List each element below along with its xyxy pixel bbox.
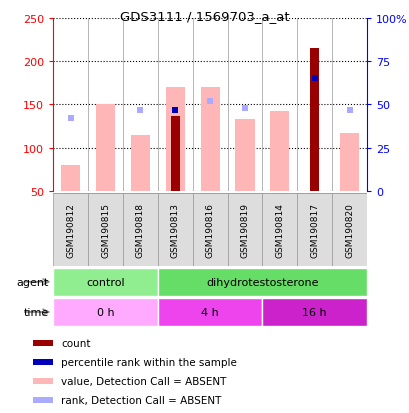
Bar [88, 194, 123, 266]
Bar [53, 194, 88, 266]
Text: GSM190815: GSM190815 [101, 202, 110, 257]
Text: GSM190818: GSM190818 [136, 202, 144, 257]
Bar [297, 194, 331, 266]
Bar [262, 298, 366, 326]
Text: percentile rank within the sample: percentile rank within the sample [61, 357, 236, 367]
Text: dihydrotestosterone: dihydrotestosterone [206, 277, 318, 287]
Bar [33, 397, 53, 403]
Text: 16 h: 16 h [301, 307, 326, 317]
Bar [171, 116, 179, 192]
Bar [33, 359, 53, 365]
Text: 4 h: 4 h [201, 307, 218, 317]
Text: agent: agent [17, 277, 49, 287]
Bar [53, 298, 157, 326]
Bar [339, 134, 358, 192]
Bar [157, 194, 192, 266]
Bar [130, 135, 150, 192]
Bar [192, 194, 227, 266]
Text: GSM190814: GSM190814 [275, 202, 283, 257]
Bar [331, 194, 366, 266]
Bar [53, 268, 157, 296]
Text: 0 h: 0 h [97, 307, 114, 317]
Bar [270, 112, 289, 192]
Text: GSM190819: GSM190819 [240, 202, 249, 257]
Text: rank, Detection Call = ABSENT: rank, Detection Call = ABSENT [61, 395, 221, 405]
Text: GSM190812: GSM190812 [66, 202, 75, 257]
Bar [165, 88, 184, 192]
Bar [157, 268, 366, 296]
Bar [235, 120, 254, 192]
Bar [262, 194, 297, 266]
Bar [61, 166, 80, 192]
Bar [157, 298, 262, 326]
Text: GSM190813: GSM190813 [171, 202, 179, 257]
Text: GSM190816: GSM190816 [205, 202, 214, 257]
Bar [227, 194, 262, 266]
Text: count: count [61, 338, 90, 348]
Bar [33, 378, 53, 384]
Bar [33, 340, 53, 346]
Bar [310, 49, 318, 192]
Text: GDS3111 / 1569703_a_at: GDS3111 / 1569703_a_at [120, 10, 289, 23]
Text: GSM190820: GSM190820 [344, 202, 353, 257]
Text: time: time [24, 307, 49, 317]
Text: control: control [86, 277, 125, 287]
Text: value, Detection Call = ABSENT: value, Detection Call = ABSENT [61, 376, 226, 386]
Bar [200, 88, 219, 192]
Text: GSM190817: GSM190817 [310, 202, 318, 257]
Bar [96, 105, 115, 192]
Bar [123, 194, 157, 266]
